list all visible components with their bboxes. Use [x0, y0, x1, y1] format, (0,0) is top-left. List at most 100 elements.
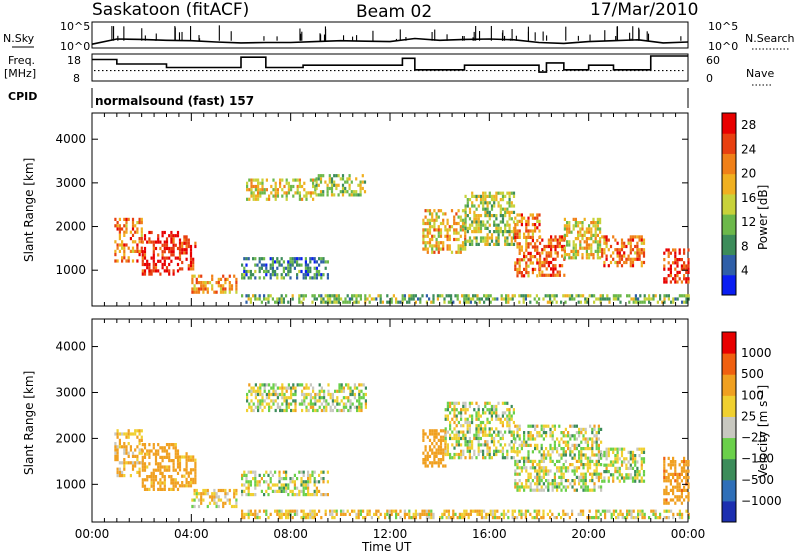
velocity-cell: [194, 465, 197, 469]
velocity-cell: [252, 493, 255, 497]
velocity-cell: [187, 471, 190, 475]
velocity-cell: [195, 495, 198, 499]
power-cell: [176, 246, 180, 251]
power-cell: [588, 253, 591, 257]
power-cell: [257, 197, 260, 201]
velocity-cell: [564, 488, 567, 492]
velocity-cell: [642, 470, 646, 474]
velocity-cell: [557, 512, 560, 516]
velocity-cell: [161, 471, 164, 475]
power-cell: [553, 297, 556, 301]
velocity-cell: [384, 512, 387, 516]
power-cell: [558, 241, 561, 245]
power-cell: [484, 236, 487, 240]
velocity-cell: [571, 424, 574, 428]
velocity-cell: [687, 469, 690, 473]
velocity-cell: [578, 434, 581, 438]
velocity-cell: [159, 478, 162, 482]
power-cell: [432, 300, 435, 304]
power-cell: [527, 245, 530, 249]
power-cell: [577, 253, 580, 257]
power-cell: [274, 181, 277, 185]
power-cell: [121, 259, 124, 263]
power-colorbar-segment: [722, 113, 736, 134]
velocity-cell: [309, 383, 312, 387]
velocity-cell: [200, 501, 203, 505]
velocity-cell: [157, 449, 160, 453]
power-cell: [274, 300, 277, 304]
velocity-cell: [312, 386, 315, 390]
velocity-cell: [678, 498, 681, 502]
velocity-cell: [281, 402, 284, 406]
power-cell: [146, 266, 149, 270]
velocity-cell: [533, 516, 536, 520]
power-cell: [222, 284, 225, 288]
power-cell: [150, 256, 153, 260]
power-cell: [612, 297, 615, 301]
velocity-cell: [267, 486, 270, 490]
velocity-cell: [580, 459, 583, 463]
velocity-cell: [605, 466, 608, 470]
velocity-cell: [192, 468, 195, 472]
power-cell: [194, 241, 197, 245]
velocity-cell: [432, 516, 435, 520]
velocity-cell: [575, 469, 578, 473]
power-cell: [148, 266, 151, 270]
power-cell: [570, 249, 573, 253]
velocity-cell: [422, 451, 425, 455]
power-cell: [433, 218, 436, 222]
velocity-cell: [540, 459, 543, 463]
power-cell: [497, 226, 500, 230]
velocity-cell: [674, 460, 677, 464]
velocity-cell: [672, 456, 675, 460]
power-cell: [187, 238, 190, 242]
power-cell: [178, 244, 182, 249]
power-cell: [543, 260, 546, 265]
power-cell: [118, 233, 121, 237]
velocity-cell: [146, 449, 149, 453]
power-cell: [687, 264, 690, 268]
power-cell: [428, 241, 432, 245]
velocity-cell: [520, 466, 523, 470]
velocity-cell: [165, 452, 169, 456]
power-cell: [168, 256, 171, 260]
velocity-cell: [446, 446, 449, 450]
velocity-cell: [241, 509, 244, 513]
velocity-cell: [424, 461, 427, 465]
velocity-cell: [474, 509, 477, 513]
power-cell: [588, 224, 591, 228]
velocity-cell: [140, 429, 143, 433]
power-cell: [596, 221, 599, 225]
velocity-cell: [527, 485, 530, 489]
noise-line: [91, 37, 689, 45]
power-cell: [484, 226, 487, 230]
velocity-cell: [549, 459, 552, 463]
velocity-cell: [536, 472, 539, 476]
velocity-cell: [475, 417, 478, 421]
power-cell: [638, 254, 641, 258]
velocity-cell: [589, 463, 592, 467]
power-cell: [301, 184, 304, 189]
velocity-cell: [293, 480, 296, 484]
power-cell: [280, 273, 283, 277]
power-cell: [524, 294, 527, 298]
velocity-cell: [560, 456, 563, 460]
power-cell: [561, 264, 564, 268]
velocity-colorbar-tick: 500: [741, 367, 764, 381]
power-cell: [552, 238, 555, 242]
power-cell: [577, 237, 580, 241]
power-cell: [536, 258, 539, 262]
velocity-cell: [628, 509, 631, 513]
power-cell: [168, 246, 171, 251]
velocity-cell: [512, 420, 515, 425]
velocity-cell: [582, 512, 585, 516]
power-cell: [554, 251, 557, 255]
velocity-cell: [368, 509, 371, 513]
power-cell: [243, 273, 246, 277]
power-cell: [669, 267, 672, 271]
power-cell: [168, 250, 171, 254]
velocity-cell: [172, 478, 175, 482]
velocity-cell: [318, 383, 321, 387]
power-cell: [474, 294, 477, 298]
velocity-cell: [607, 476, 610, 480]
